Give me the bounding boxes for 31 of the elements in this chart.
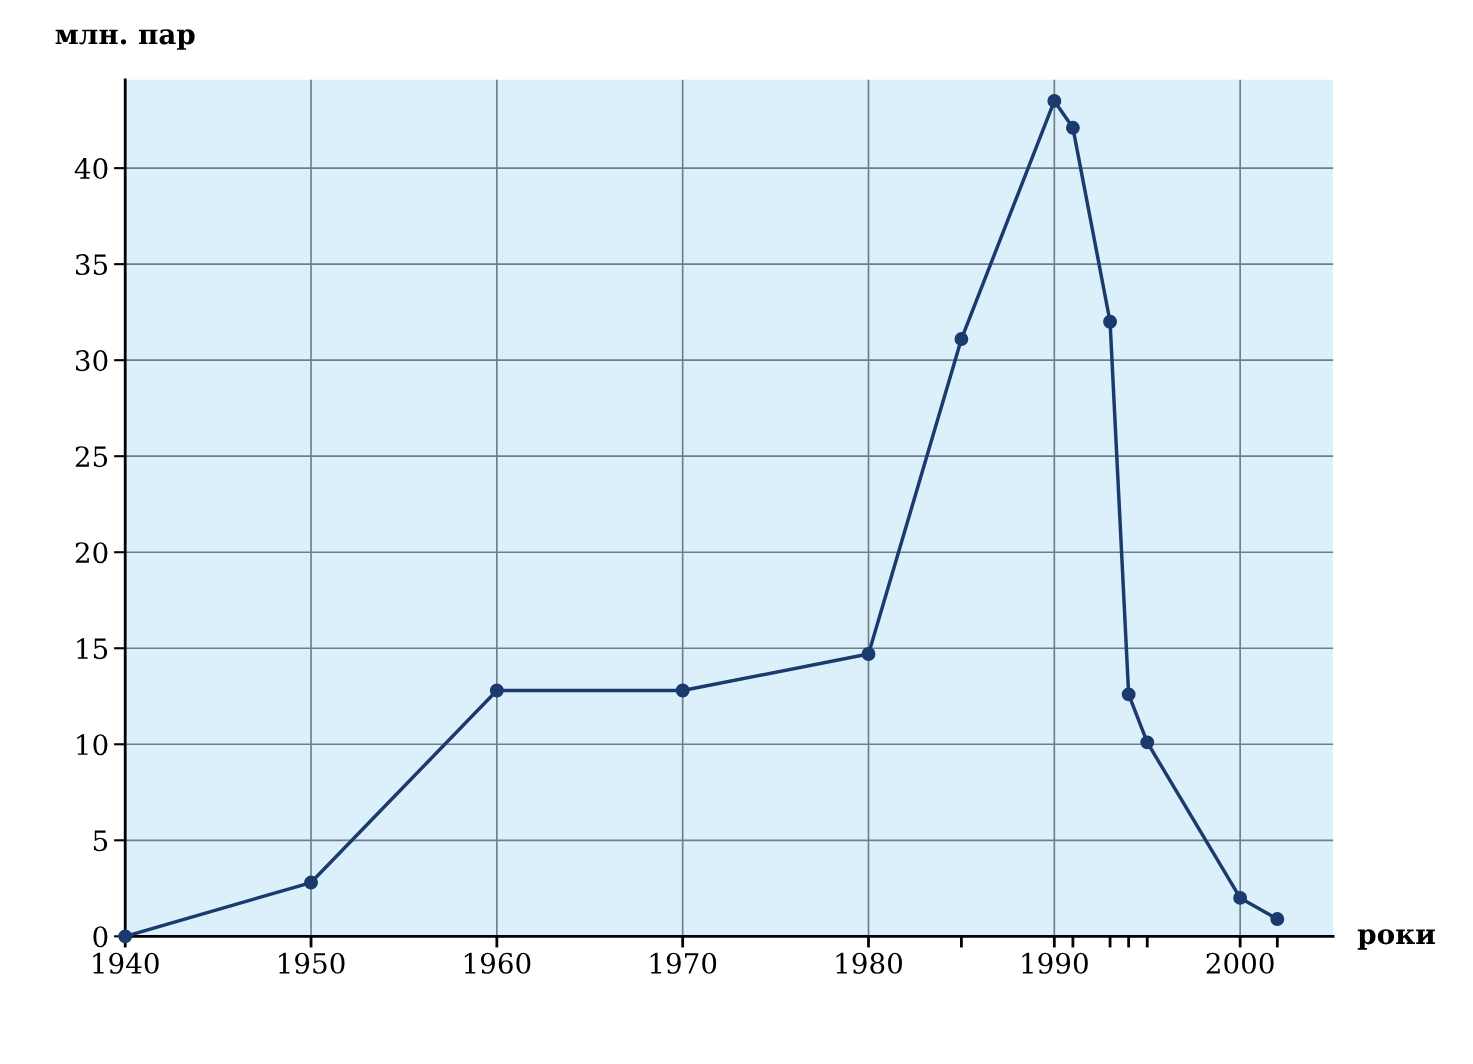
y-tick-label: 40 xyxy=(74,158,108,180)
y-tick-label: 30 xyxy=(76,350,108,372)
point xyxy=(1103,314,1118,329)
point xyxy=(675,683,690,698)
x-tick-label: 2000 xyxy=(1206,952,1274,974)
point xyxy=(489,683,504,698)
y-tick-label: 20 xyxy=(75,542,108,564)
point xyxy=(1121,687,1136,702)
y-tick-label: 10 xyxy=(77,734,108,756)
point xyxy=(1047,93,1062,108)
point xyxy=(1065,120,1080,135)
y-axis-title: млн. пар xyxy=(55,29,195,50)
point xyxy=(954,332,969,347)
point xyxy=(1233,890,1248,905)
point xyxy=(304,875,318,890)
y-tick-label: 35 xyxy=(76,254,108,276)
y-tick-label: 25 xyxy=(75,446,108,468)
x-tick-label: 1940 xyxy=(93,952,159,974)
x-tick-label: 1960 xyxy=(464,952,531,974)
x-tick-label: 1950 xyxy=(279,952,345,974)
y-tick-label: 15 xyxy=(77,638,108,660)
y-tick-label: 0 xyxy=(93,926,108,948)
point xyxy=(1270,912,1285,926)
x-axis-title: роки xyxy=(1357,929,1435,950)
y-tick-label: 5 xyxy=(93,830,108,852)
x-tick-label: 1990 xyxy=(1022,952,1088,974)
x-tick-label: 1970 xyxy=(650,952,717,974)
point xyxy=(118,929,133,944)
point xyxy=(1140,735,1155,750)
point xyxy=(861,647,876,661)
x-tick-label: 1980 xyxy=(836,952,902,974)
